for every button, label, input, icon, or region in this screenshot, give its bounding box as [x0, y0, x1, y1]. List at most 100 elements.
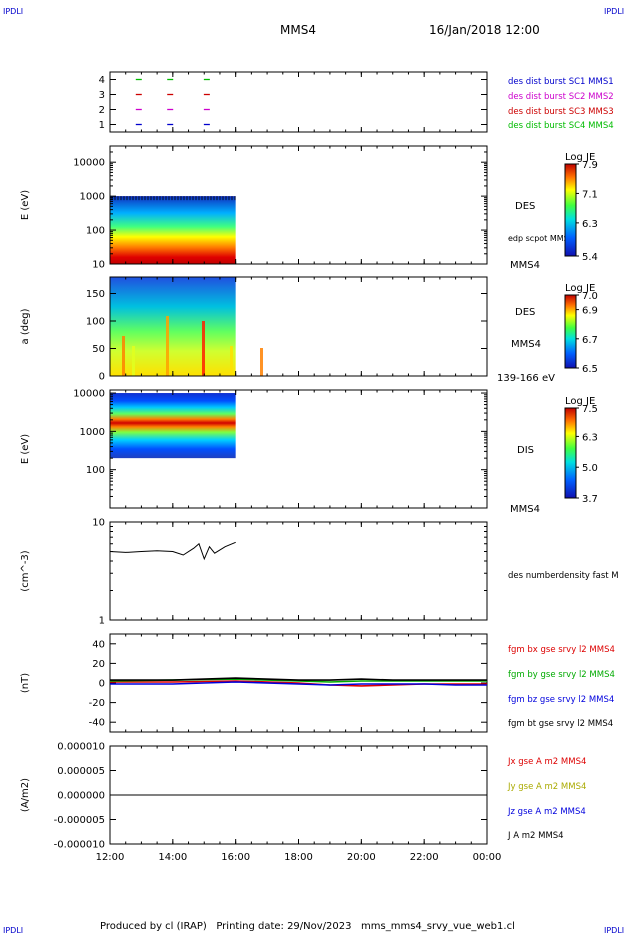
- current-ytick-label: -0.000005: [54, 815, 105, 826]
- des-energy-spectrogram: [110, 196, 236, 264]
- dis-energy-spectrogram: [110, 393, 236, 459]
- dis-energy-colorbar-label: 7.5: [582, 404, 598, 415]
- des-pitch-colorbar-label: 7.0: [582, 291, 598, 302]
- bfield-legend: fgm bz gse srvy l2 MMS4: [508, 695, 614, 705]
- current-ytick-label: 0.000000: [57, 791, 105, 802]
- des-pitch-colorbar-title: Log JE: [565, 283, 595, 294]
- footer-credits: Produced by cl (IRAP) Printing date: 29/…: [100, 921, 515, 932]
- time-axis-label: 12:00: [96, 852, 125, 863]
- bfield-series-line: [110, 681, 487, 686]
- density-series-line: [109, 541, 236, 561]
- des-pitch-ylabel: a (deg): [20, 308, 31, 344]
- current-legend: Jz gse A m2 MMS4: [507, 807, 586, 817]
- burst-legend-sc2: des dist burst SC2 MMS2: [508, 92, 614, 102]
- page-datetime: 16/Jan/2018 12:00: [429, 23, 540, 37]
- des-pitch-ytick-label: 150: [86, 289, 105, 300]
- density-ytick-label: 10: [92, 518, 105, 529]
- bfield-ytick-label: 20: [92, 659, 105, 670]
- des-pitch-colorbar-label: 6.7: [582, 335, 598, 346]
- des-pitch-streak: [202, 321, 205, 376]
- burst-availability-panel: 4 3 2 1 des dist burst SC1 MMS1 des dist burs…: [99, 71, 614, 133]
- current-ytick-label: -0.000010: [54, 840, 105, 851]
- current-ylabel: (A/m2): [20, 778, 31, 812]
- dis-energy-side-label: DIS: [517, 445, 534, 456]
- density-panel: 10 1 (cm^-3) des numberdensity fast M: [20, 518, 619, 627]
- des-energy-colorbar-label: 5.4: [582, 252, 598, 263]
- des-pitch-streak: [260, 348, 263, 376]
- des-energy-colorbar: [564, 163, 577, 257]
- dis-energy-spectrogram-panel: 10000 1000 100 E (eV) DIS MMS4 Log JE7.5 6.3 5.0…: [20, 389, 598, 515]
- current-density-panel: 0.000010 0.000005 0.000000 -0.000005 -0.0000…: [20, 742, 586, 864]
- burst-legend-sc4: des dist burst SC4 MMS4: [508, 121, 614, 131]
- burst-legend-sc3: des dist burst SC3 MMS3: [508, 107, 614, 117]
- time-axis-label: 18:00: [284, 852, 313, 863]
- des-pitch-streak: [166, 316, 169, 376]
- bfield-ytick-label: 40: [92, 639, 105, 650]
- time-axis-label: 00:00: [473, 852, 502, 863]
- bfield-legend: fgm by gse srvy l2 MMS4: [508, 670, 615, 680]
- current-ytick-label: 0.000010: [57, 742, 105, 753]
- burst-ytick-label: 1: [99, 120, 105, 131]
- time-axis-label: 20:00: [347, 852, 376, 863]
- des-energy-ytick-label: 100: [86, 226, 105, 237]
- current-legend: Jx gse A m2 MMS4: [507, 757, 586, 767]
- corner-label-top-left: IPDLI: [3, 7, 23, 16]
- des-pitch-energy-label: 139-166 eV: [497, 373, 555, 384]
- des-energy-colorbar-label: 7.9: [582, 160, 598, 171]
- dis-energy-colorbar-label: 5.0: [582, 463, 598, 474]
- magnetic-field-panel: 40 20 0 -20 -40 (nT) fgm bx gse srvy l2 MMS4 fg…: [20, 633, 615, 733]
- dis-energy-ytick-label: 100: [86, 465, 105, 476]
- bfield-ylabel: (nT): [20, 673, 31, 693]
- bfield-ytick-label: -20: [89, 698, 105, 709]
- des-energy-ytick-label: 10: [92, 260, 105, 271]
- time-axis-label: 22:00: [410, 852, 439, 863]
- page-title: MMS4: [280, 23, 316, 37]
- burst-legend-sc1: des dist burst SC1 MMS1: [508, 77, 614, 87]
- bfield-legend: fgm bx gse srvy l2 MMS4: [508, 645, 615, 655]
- des-energy-colorbar-label: 6.3: [582, 219, 598, 230]
- des-pitch-colorbar: [564, 294, 577, 369]
- time-axis-label: 16:00: [221, 852, 250, 863]
- dis-energy-colorbar: [564, 407, 577, 499]
- des-energy-ytick-label: 10000: [73, 158, 105, 169]
- dis-energy-colorbar-label: 6.3: [582, 432, 598, 443]
- current-ytick-label: 0.000005: [57, 766, 105, 777]
- density-frame: [109, 521, 488, 621]
- des-pitch-colorbar-label: 6.9: [582, 306, 598, 317]
- density-ylabel: (cm^-3): [20, 550, 31, 591]
- dis-energy-colorbar-title: Log JE: [565, 396, 595, 407]
- burst-ytick-label: 4: [99, 75, 105, 86]
- dis-energy-ylabel: E (eV): [20, 434, 31, 464]
- bfield-legend: fgm bt gse srvy l2 MMS4: [508, 719, 613, 729]
- corner-label-bottom-right: IPDLI: [604, 926, 624, 934]
- des-pitch-colorbar-label: 6.5: [582, 364, 598, 375]
- density-legend: des numberdensity fast M: [508, 571, 619, 581]
- des-energy-sc-label: MMS4: [510, 260, 540, 271]
- corner-label-bottom-left: IPDLI: [3, 926, 23, 934]
- dis-energy-colorbar-label: 3.7: [582, 494, 598, 505]
- des-energy-scpot-label: edp scpot MMS4: [508, 234, 574, 243]
- des-energy-colorbar-title: Log JE: [565, 152, 595, 163]
- burst-ytick-label: 3: [99, 90, 105, 101]
- des-energy-colorbar-label: 7.1: [582, 189, 598, 200]
- des-energy-side-label: DES: [515, 201, 535, 212]
- dis-energy-sc-label: MMS4: [510, 504, 540, 515]
- des-pitch-side-label: DES: [515, 307, 535, 318]
- des-pitch-streak: [122, 336, 125, 376]
- burst-frame: [109, 71, 488, 133]
- bfield-series-line: [110, 677, 487, 681]
- des-pitch-streak: [132, 346, 135, 376]
- des-energy-ytick-label: 1000: [80, 192, 105, 203]
- current-legend: Jy gse A m2 MMS4: [507, 782, 586, 792]
- des-pitch-spectrogram: [110, 277, 236, 376]
- bfield-ytick-label: 0: [99, 679, 105, 690]
- bfield-ytick-label: -40: [89, 718, 105, 729]
- des-pitch-sc-label: MMS4: [511, 339, 541, 350]
- burst-ytick-label: 2: [99, 105, 105, 116]
- des-pitch-streak: [230, 346, 233, 376]
- des-energy-ylabel: E (eV): [20, 190, 31, 220]
- current-legend: J A m2 MMS4: [507, 831, 564, 841]
- dis-energy-ytick-label: 10000: [73, 389, 105, 400]
- des-pitch-ytick-label: 0: [99, 372, 105, 383]
